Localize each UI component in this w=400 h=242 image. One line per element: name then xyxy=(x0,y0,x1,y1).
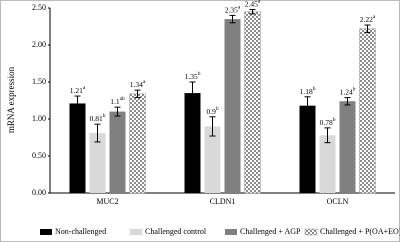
y-tick-label: 0.00 xyxy=(32,188,46,197)
data-label-value: 2.45 xyxy=(245,0,258,8)
bar xyxy=(69,103,86,193)
data-label-letter: a xyxy=(258,0,261,5)
bar xyxy=(359,28,376,194)
data-label-letter: a xyxy=(373,14,376,20)
y-tick-label: 1.00 xyxy=(32,114,46,123)
data-label-value: 1.18 xyxy=(300,87,313,96)
bar xyxy=(319,135,336,193)
y-axis-label: mRNA expression xyxy=(6,66,16,133)
legend-swatch xyxy=(225,229,237,235)
data-label-value: 1.1 xyxy=(110,97,120,106)
data-label: 0.81b xyxy=(90,113,106,122)
data-label: 1.1ab xyxy=(110,96,125,105)
data-label-letter: b xyxy=(353,87,356,93)
y-tick-label: 2.50 xyxy=(32,3,46,12)
data-label-value: 0.78 xyxy=(320,118,333,127)
data-label-letter: a xyxy=(238,5,241,11)
legend-label: Non-challenged xyxy=(55,227,106,236)
data-label-letter: b xyxy=(333,117,336,123)
data-label-letter: b xyxy=(103,113,106,119)
data-label-value: 1.34 xyxy=(130,80,143,89)
y-tick-label: 1.50 xyxy=(32,77,46,86)
bar xyxy=(224,19,241,193)
data-label: 1.24b xyxy=(340,87,356,96)
y-tick-label: 0.50 xyxy=(32,151,46,160)
x-tick-label: CLDN1 xyxy=(210,197,236,206)
data-label-letter: ab xyxy=(120,96,125,102)
legend-label: Challenged + P(OA+EO) xyxy=(320,227,400,236)
data-label-value: 1.21 xyxy=(70,86,83,95)
bar xyxy=(299,105,316,193)
data-label-letter: b xyxy=(216,106,219,112)
data-label: 1.35b xyxy=(185,71,201,80)
data-label-letter: a xyxy=(143,79,146,85)
data-label-value: 1.24 xyxy=(340,87,353,96)
data-label: 2.35a xyxy=(225,5,241,14)
legend-swatch xyxy=(304,228,318,236)
legend-label: Challenged control xyxy=(145,227,207,236)
bar xyxy=(109,111,126,193)
y-tick-label: 2.00 xyxy=(32,40,46,49)
data-label: 1.18b xyxy=(300,86,316,95)
data-label: 0.78b xyxy=(320,117,336,126)
bar xyxy=(89,133,106,193)
data-label: 1.34a xyxy=(130,79,146,88)
legend-label: Challenged + AGP xyxy=(240,227,301,236)
x-tick-label: MUC2 xyxy=(96,197,118,206)
bar xyxy=(244,11,261,194)
bar xyxy=(339,101,356,193)
data-label: 2.22a xyxy=(360,14,376,23)
legend-swatch xyxy=(40,229,52,235)
bar xyxy=(129,93,146,194)
legend-swatch xyxy=(130,229,142,235)
data-label-letter: b xyxy=(313,86,316,92)
data-label-value: 0.81 xyxy=(90,114,103,123)
data-label: 0.9b xyxy=(206,106,218,115)
x-tick-label: OCLN xyxy=(327,197,349,206)
data-label-letter: a xyxy=(83,85,86,91)
data-label: 1.21a xyxy=(70,85,86,94)
data-label: 2.45a xyxy=(245,0,261,8)
bar xyxy=(184,93,201,193)
data-label-letter: b xyxy=(198,71,201,77)
data-label-value: 2.22 xyxy=(360,15,373,24)
data-label-value: 1.35 xyxy=(185,72,198,81)
data-label-value: 0.9 xyxy=(206,106,216,115)
data-label-value: 2.35 xyxy=(225,5,238,14)
bar xyxy=(204,126,221,193)
